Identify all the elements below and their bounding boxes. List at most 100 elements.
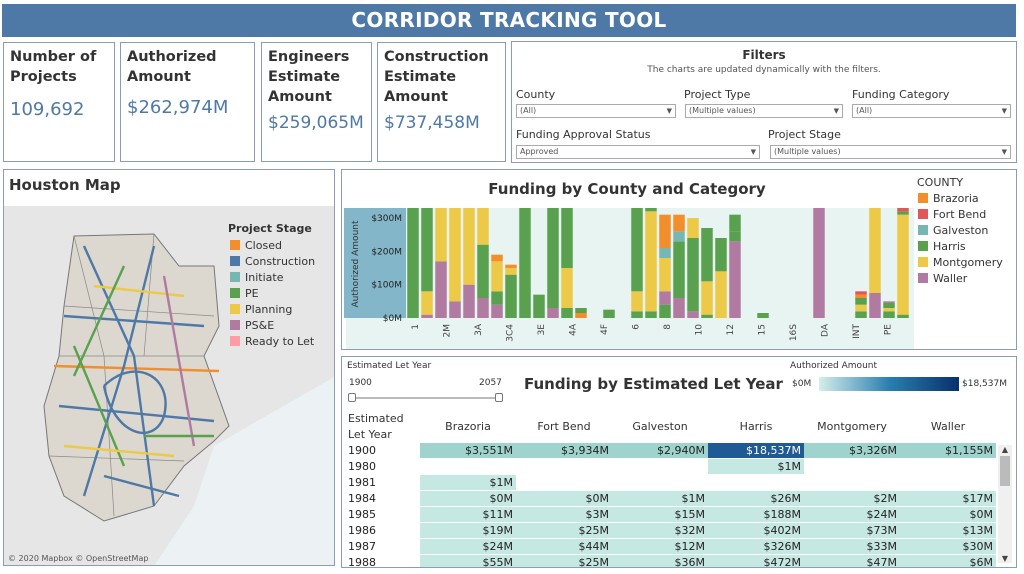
bar-segment [715, 238, 727, 272]
chevron-down-icon: ▼ [1001, 107, 1007, 115]
table-cell[interactable]: $188M [708, 507, 804, 522]
bar-segment [505, 274, 517, 318]
bar-chart[interactable]: Authorized Amount $0M $100M $200M $300M 1 2M… [342, 208, 916, 350]
legend-item[interactable]: PS&E [230, 317, 315, 333]
table-cell[interactable]: $26M [708, 491, 804, 506]
x-tick-label: 16S [789, 324, 799, 341]
table-cell[interactable]: $33M [804, 539, 900, 554]
legend-swatch [918, 241, 928, 251]
x-tick-label: 10 [694, 324, 704, 336]
scroll-down-icon[interactable]: ▼ [1001, 554, 1009, 563]
table-cell[interactable]: $24M [420, 539, 516, 554]
legend-item[interactable]: Ready to Let [230, 333, 315, 349]
table-cell[interactable]: $47M [804, 555, 900, 567]
bar-segment [519, 208, 531, 318]
y-tick-label: $300M [371, 214, 402, 224]
houston-map[interactable] [4, 206, 335, 566]
row-year: 1986 [348, 524, 376, 537]
table-cell[interactable]: $55M [420, 555, 516, 567]
row-header-label: Estimated Let Year [348, 412, 404, 441]
legend-item[interactable]: PE [230, 285, 315, 301]
table-cell[interactable]: $2M [804, 491, 900, 506]
y-axis-label: Authorized Amount [351, 220, 361, 307]
table-cell[interactable]: $1M [708, 459, 804, 474]
year-slider-handle-min[interactable] [348, 393, 356, 402]
col-header-waller[interactable]: Waller [930, 420, 966, 433]
county-select[interactable]: (All) ▼ [516, 104, 676, 118]
table-cell[interactable]: $73M [804, 523, 900, 538]
bar-segment [603, 309, 615, 318]
table-scrollbar[interactable]: ▲ ▼ [998, 445, 1012, 563]
table-cell[interactable]: $1M [612, 491, 708, 506]
table-cell[interactable]: $25M [516, 555, 612, 567]
table-cell[interactable]: $3,934M [516, 443, 612, 458]
table-cell[interactable]: $3M [516, 507, 612, 522]
legend-item[interactable]: Construction [230, 253, 315, 269]
scroll-up-icon[interactable]: ▲ [1001, 445, 1009, 454]
table-cell[interactable]: $1,155M [900, 443, 996, 458]
table-cell[interactable]: $13M [900, 523, 996, 538]
table-cell[interactable]: $3,326M [804, 443, 900, 458]
table-cell[interactable]: $0M [900, 507, 996, 522]
table-cell[interactable]: $2,940M [612, 443, 708, 458]
table-cell[interactable]: $15M [612, 507, 708, 522]
table-cell[interactable]: $3,551M [420, 443, 516, 458]
bar-segment [673, 298, 685, 318]
table-cell[interactable]: $24M [804, 507, 900, 522]
legend-item[interactable]: Closed [230, 237, 315, 253]
project-stage-select[interactable]: (Multiple values) ▼ [770, 145, 1011, 159]
col-header-brazoria[interactable]: Brazoria [445, 420, 491, 433]
bar-segment [869, 293, 881, 318]
col-header-montgomery[interactable]: Montgomery [817, 420, 887, 433]
legend-item[interactable]: Brazoria [918, 190, 1003, 206]
bar-segment [645, 311, 657, 318]
bar-segment [883, 301, 895, 303]
table-cell[interactable]: $0M [420, 491, 516, 506]
funding-category-select[interactable]: (All) ▼ [852, 104, 1011, 118]
legend-item[interactable]: Waller [918, 270, 1003, 286]
year-slider-handle-max[interactable] [495, 393, 503, 402]
y-tick-label: $0M [383, 314, 402, 324]
table-cell[interactable]: $44M [516, 539, 612, 554]
scrollbar-thumb[interactable] [1000, 456, 1010, 486]
table-cell[interactable]: $326M [708, 539, 804, 554]
table-cell[interactable]: $32M [612, 523, 708, 538]
table-cell[interactable]: $18,537M [708, 443, 804, 458]
table-cell[interactable]: $19M [420, 523, 516, 538]
table-cell[interactable]: $17M [900, 491, 996, 506]
funding-approval-select[interactable]: Approved ▼ [516, 145, 760, 159]
year-slider-track[interactable] [351, 397, 499, 399]
table-cell[interactable]: $36M [612, 555, 708, 567]
bar-segment [435, 208, 447, 262]
legend-item[interactable]: Montgomery [918, 254, 1003, 270]
bar-segment [687, 218, 699, 238]
legend-item[interactable]: Galveston [918, 222, 1003, 238]
bar-segment [729, 241, 741, 318]
table-cell[interactable]: $6M [900, 555, 996, 567]
table-body[interactable]: 1900 $3,551M $3,934M $2,940M $18,537M $3,326M… [342, 443, 997, 567]
table-cell[interactable]: $402M [708, 523, 804, 538]
table-cell[interactable]: $25M [516, 523, 612, 538]
table-cell[interactable]: $12M [612, 539, 708, 554]
table-cell[interactable]: $472M [708, 555, 804, 567]
col-header-harris[interactable]: Harris [739, 420, 773, 433]
legend-item[interactable]: Planning [230, 301, 315, 317]
table-cell[interactable]: $1M [420, 475, 516, 490]
table-cell[interactable]: $0M [516, 491, 612, 506]
col-header-fort-bend[interactable]: Fort Bend [537, 420, 591, 433]
legend-item[interactable]: Initiate [230, 269, 315, 285]
project-type-select[interactable]: (Multiple values) ▼ [685, 104, 843, 118]
y-ticks: $0M $100M $200M $300M [371, 214, 402, 324]
map-legend-title: Project Stage [228, 222, 312, 235]
legend-item[interactable]: Harris [918, 238, 1003, 254]
slider-min: 1900 [349, 378, 372, 388]
col-header-galveston[interactable]: Galveston [632, 420, 688, 433]
bar-segment [687, 238, 699, 312]
table-cell[interactable]: $11M [420, 507, 516, 522]
bar-segment [533, 294, 545, 318]
legend-item[interactable]: Fort Bend [918, 206, 1003, 222]
bar-segment [449, 301, 461, 318]
row-year: 1900 [348, 444, 376, 457]
bar-segment [645, 211, 657, 312]
table-cell[interactable]: $30M [900, 539, 996, 554]
